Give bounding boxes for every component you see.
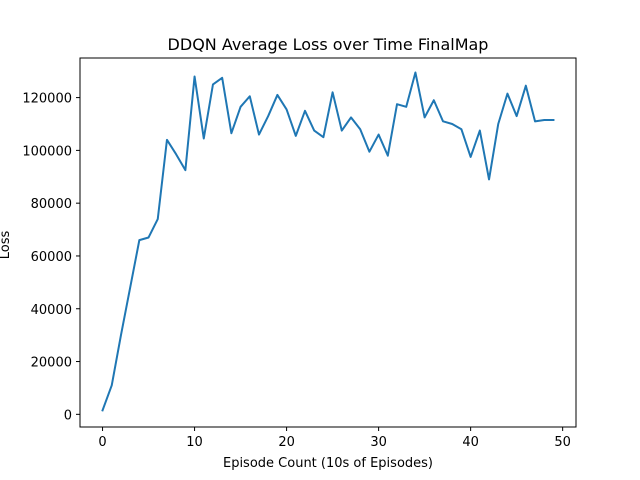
y-tick-label: 40000 bbox=[31, 303, 72, 318]
plot-frame bbox=[79, 57, 577, 428]
y-tick-label: 60000 bbox=[31, 250, 72, 265]
x-tick-label: 50 bbox=[554, 435, 571, 450]
y-tick-label: 80000 bbox=[31, 197, 72, 212]
y-tick-label: 0 bbox=[64, 408, 72, 423]
y-tick-label: 100000 bbox=[22, 144, 72, 159]
chart-title: DDQN Average Loss over Time FinalMap bbox=[168, 35, 489, 54]
x-tick-label: 30 bbox=[370, 435, 387, 450]
x-tick-label: 0 bbox=[98, 435, 106, 450]
y-axis: 0 20000 40000 60000 80000 100000 120000 bbox=[22, 92, 80, 423]
y-axis-label: Loss bbox=[0, 231, 13, 260]
y-tick-label: 120000 bbox=[22, 92, 72, 107]
x-axis-label: Episode Count (10s of Episodes) bbox=[223, 456, 433, 471]
x-tick-label: 10 bbox=[186, 435, 203, 450]
x-tick-label: 40 bbox=[462, 435, 479, 450]
plot-area bbox=[79, 57, 577, 428]
y-tick-label: 20000 bbox=[31, 356, 72, 371]
x-tick-label: 20 bbox=[278, 435, 295, 450]
series-line-0 bbox=[101, 71, 555, 412]
x-axis: 0 10 20 30 40 50 bbox=[98, 427, 571, 450]
